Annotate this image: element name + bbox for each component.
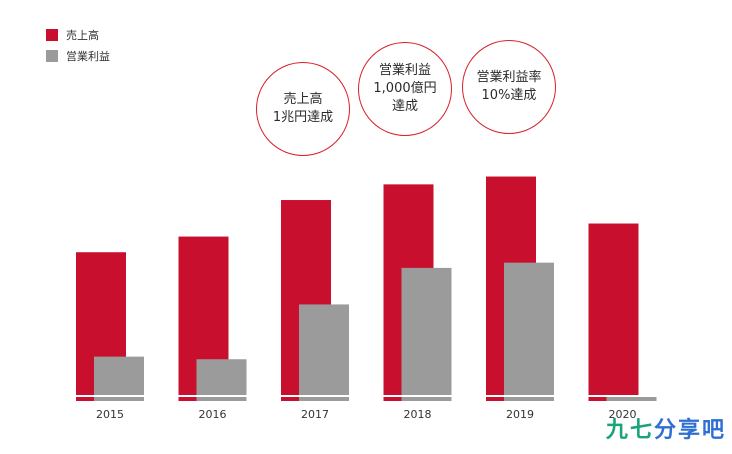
bar-base-strip-2015	[76, 397, 144, 401]
legend-item-operating-profit: 営業利益	[46, 47, 110, 65]
bar-base-strip-2020	[588, 397, 657, 401]
x-tick-label-2016: 2016	[199, 408, 227, 421]
bar-base-strip-red-2016	[178, 397, 197, 401]
bar-base-line-2018	[383, 395, 452, 397]
bar-sales-2020	[588, 223, 639, 401]
bar-base-strip-red-2015	[76, 397, 94, 401]
bar-base-line-2015	[76, 395, 144, 397]
bar-base-strip-2019	[486, 397, 554, 401]
x-tick-label-2020: 2020	[609, 408, 637, 421]
x-tick-label-2017: 2017	[301, 408, 329, 421]
x-tick-label-2018: 2018	[404, 408, 432, 421]
legend-label-operating-profit: 営業利益	[66, 50, 110, 63]
watermark-char: 七	[629, 418, 654, 443]
bar-base-line-2016	[178, 395, 247, 397]
watermark-char: 吧	[701, 418, 726, 443]
watermark-char: 九	[605, 418, 630, 443]
bar-operating-profit-2019	[504, 262, 554, 401]
bar-base-strip-red-2019	[486, 397, 504, 401]
callout-profit-milestone-text: 営業利益 1,000億円 達成	[373, 63, 437, 114]
legend-item-sales: 売上高	[46, 26, 110, 44]
legend-label-sales: 売上高	[66, 29, 99, 42]
watermark-text: 九七分享吧	[606, 418, 726, 443]
callout-margin-milestone-text: 営業利益率 10%達成	[476, 70, 542, 103]
watermark-logo: 九七分享吧	[606, 412, 726, 444]
legend-swatch-operating-profit	[46, 50, 58, 62]
bar-base-strip-2018	[383, 397, 452, 401]
bar-base-strip-2016	[178, 397, 247, 401]
callout-sales-milestone-text: 売上高 1兆円達成	[272, 92, 334, 125]
bar-base-line-2019	[486, 395, 554, 397]
bar-operating-profit-2017	[299, 304, 349, 401]
legend: 売上高 営業利益	[46, 26, 110, 68]
callout-margin-milestone: 営業利益率 10%達成	[462, 40, 556, 134]
bar-operating-profit-2018	[401, 267, 452, 401]
x-tick-label-2019: 2019	[506, 408, 534, 421]
callout-profit-milestone: 営業利益 1,000億円 達成	[358, 42, 452, 136]
legend-swatch-sales	[46, 29, 58, 41]
bar-base-strip-red-2020	[588, 397, 607, 401]
bar-base-line-2017	[281, 395, 349, 397]
bar-operating-profit-2016	[196, 359, 247, 401]
bar-base-strip-red-2018	[383, 397, 402, 401]
bar-base-strip-2017	[281, 397, 349, 401]
bar-base-strip-red-2017	[281, 397, 299, 401]
bar-base-line-2020	[588, 395, 657, 397]
watermark-char: 分	[653, 418, 678, 443]
x-tick-label-2015: 2015	[96, 408, 124, 421]
callout-sales-milestone: 売上高 1兆円達成	[256, 62, 350, 156]
bar-operating-profit-2015	[94, 356, 144, 401]
watermark-char: 享	[677, 418, 702, 443]
